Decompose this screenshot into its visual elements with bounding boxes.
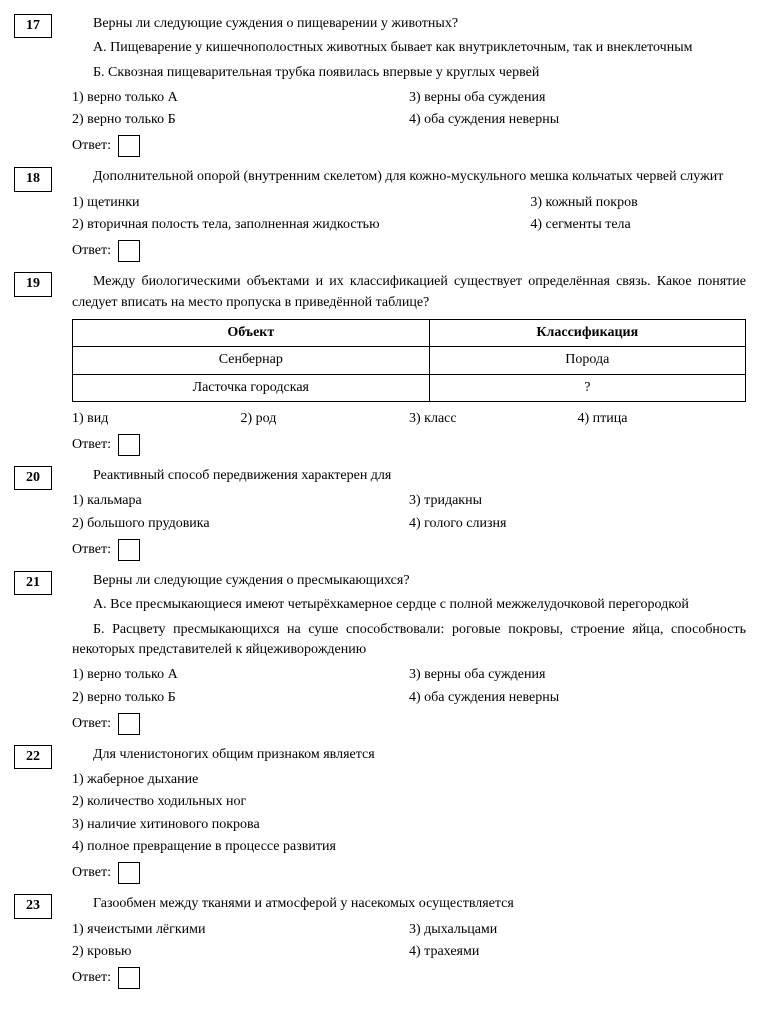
statement-b: Б. Сквозная пищеварительная трубка появи… [72,63,746,83]
table-cell: Ласточка городская [73,374,430,401]
option-2: 2) количество ходильных ног [72,791,746,813]
answer-row: Ответ: [72,434,746,456]
option-1: 1) щетинки [72,192,530,214]
question-text: Для членистоногих общим признаком являет… [72,745,746,765]
option-1: 1) верно только А [72,664,409,686]
option-3: 3) верны оба суждения [409,664,746,686]
options: 1) жаберное дыхание 2) количество ходиль… [72,769,746,858]
question-number: 21 [14,571,52,595]
statement-b: Б. Расцвету пресмыкающихся на суше спосо… [72,620,746,661]
option-1: 1) жаберное дыхание [72,769,746,791]
answer-label: Ответ: [72,542,111,557]
option-3: 3) кожный покров [530,192,746,214]
option-3: 3) класс [409,408,578,430]
option-2: 2) вторичная полость тела, заполненная ж… [72,214,530,236]
answer-label: Ответ: [72,970,111,985]
answer-row: Ответ: [72,135,746,157]
answer-row: Ответ: [72,539,746,561]
question-number: 20 [14,466,52,490]
options: 1) щетинки 2) вторичная полость тела, за… [72,192,746,237]
question-body: Верны ли следующие суждения о пресмыкающ… [72,571,746,735]
question-23: 23 Газообмен между тканями и атмосферой … [14,894,746,989]
option-2: 2) верно только Б [72,109,409,131]
question-body: Для членистоногих общим признаком являет… [72,745,746,884]
options: 1) верно только А 3) верны оба суждения … [72,87,746,132]
question-21: 21 Верны ли следующие суждения о пресмык… [14,571,746,735]
question-number: 17 [14,14,52,38]
answer-box[interactable] [118,539,140,561]
option-1: 1) ячеистыми лёгкими [72,919,409,941]
answer-box[interactable] [118,862,140,884]
table-header-classification: Классификация [429,319,745,346]
answer-row: Ответ: [72,967,746,989]
question-18: 18 Дополнительной опорой (внутренним ске… [14,167,746,262]
answer-row: Ответ: [72,713,746,735]
option-4: 4) трахеями [409,941,746,963]
answer-label: Ответ: [72,866,111,881]
answer-box[interactable] [118,240,140,262]
statement-a: А. Пищеварение у кишечнополостных животн… [72,38,746,58]
answer-label: Ответ: [72,716,111,731]
table-row: Ласточка городская ? [73,374,746,401]
answer-box[interactable] [118,135,140,157]
options: 1) ячеистыми лёгкими 3) дыхальцами 2) кр… [72,919,746,964]
answer-label: Ответ: [72,244,111,259]
options: 1) верно только А 3) верны оба суждения … [72,664,746,709]
answer-box[interactable] [118,967,140,989]
option-4: 4) оба суждения неверны [409,687,746,709]
question-number: 19 [14,272,52,296]
option-2: 2) большого прудовика [72,513,409,535]
question-text: Между биологическими объектами и их клас… [72,272,746,313]
option-3: 3) тридакны [409,490,746,512]
options: 1) вид 2) род 3) класс 4) птица [72,408,746,430]
answer-row: Ответ: [72,862,746,884]
question-body: Газообмен между тканями и атмосферой у н… [72,894,746,989]
answer-label: Ответ: [72,139,111,154]
option-4: 4) полное превращение в процессе развити… [72,836,746,858]
question-text: Реактивный способ передвижения характере… [72,466,746,486]
question-body: Верны ли следующие суждения о пищеварени… [72,14,746,157]
option-3: 3) наличие хитинового покрова [72,814,746,836]
table-header-object: Объект [73,319,430,346]
options: 1) кальмара 3) тридакны 2) большого пруд… [72,490,746,535]
option-1: 1) верно только А [72,87,409,109]
question-number: 18 [14,167,52,191]
table-row: Сенбернар Порода [73,347,746,374]
statement-a: А. Все пресмыкающиеся имеют четырёхкамер… [72,595,746,615]
option-2: 2) верно только Б [72,687,409,709]
question-19: 19 Между биологическими объектами и их к… [14,272,746,456]
question-body: Дополнительной опорой (внутренним скелет… [72,167,746,262]
question-body: Между биологическими объектами и их клас… [72,272,746,456]
question-20: 20 Реактивный способ передвижения характ… [14,466,746,561]
question-intro: Верны ли следующие суждения о пищеварени… [72,14,746,34]
question-intro: Верны ли следующие суждения о пресмыкающ… [72,571,746,591]
option-3: 3) верны оба суждения [409,87,746,109]
option-2: 2) род [241,408,410,430]
question-text: Дополнительной опорой (внутренним скелет… [72,167,746,187]
question-number: 22 [14,745,52,769]
option-4: 4) сегменты тела [530,214,746,236]
option-4: 4) оба суждения неверны [409,109,746,131]
question-text: Газообмен между тканями и атмосферой у н… [72,894,746,914]
option-1: 1) кальмара [72,490,409,512]
question-number: 23 [14,894,52,918]
table-cell: ? [429,374,745,401]
classification-table: Объект Классификация Сенбернар Порода Ла… [72,319,746,402]
option-3: 3) дыхальцами [409,919,746,941]
answer-box[interactable] [118,713,140,735]
answer-box[interactable] [118,434,140,456]
question-22: 22 Для членистоногих общим признаком явл… [14,745,746,884]
question-body: Реактивный способ передвижения характере… [72,466,746,561]
option-1: 1) вид [72,408,241,430]
table-cell: Порода [429,347,745,374]
option-4: 4) птица [578,408,747,430]
table-cell: Сенбернар [73,347,430,374]
option-4: 4) голого слизня [409,513,746,535]
answer-row: Ответ: [72,240,746,262]
question-17: 17 Верны ли следующие суждения о пищевар… [14,14,746,157]
answer-label: Ответ: [72,437,111,452]
option-2: 2) кровью [72,941,409,963]
